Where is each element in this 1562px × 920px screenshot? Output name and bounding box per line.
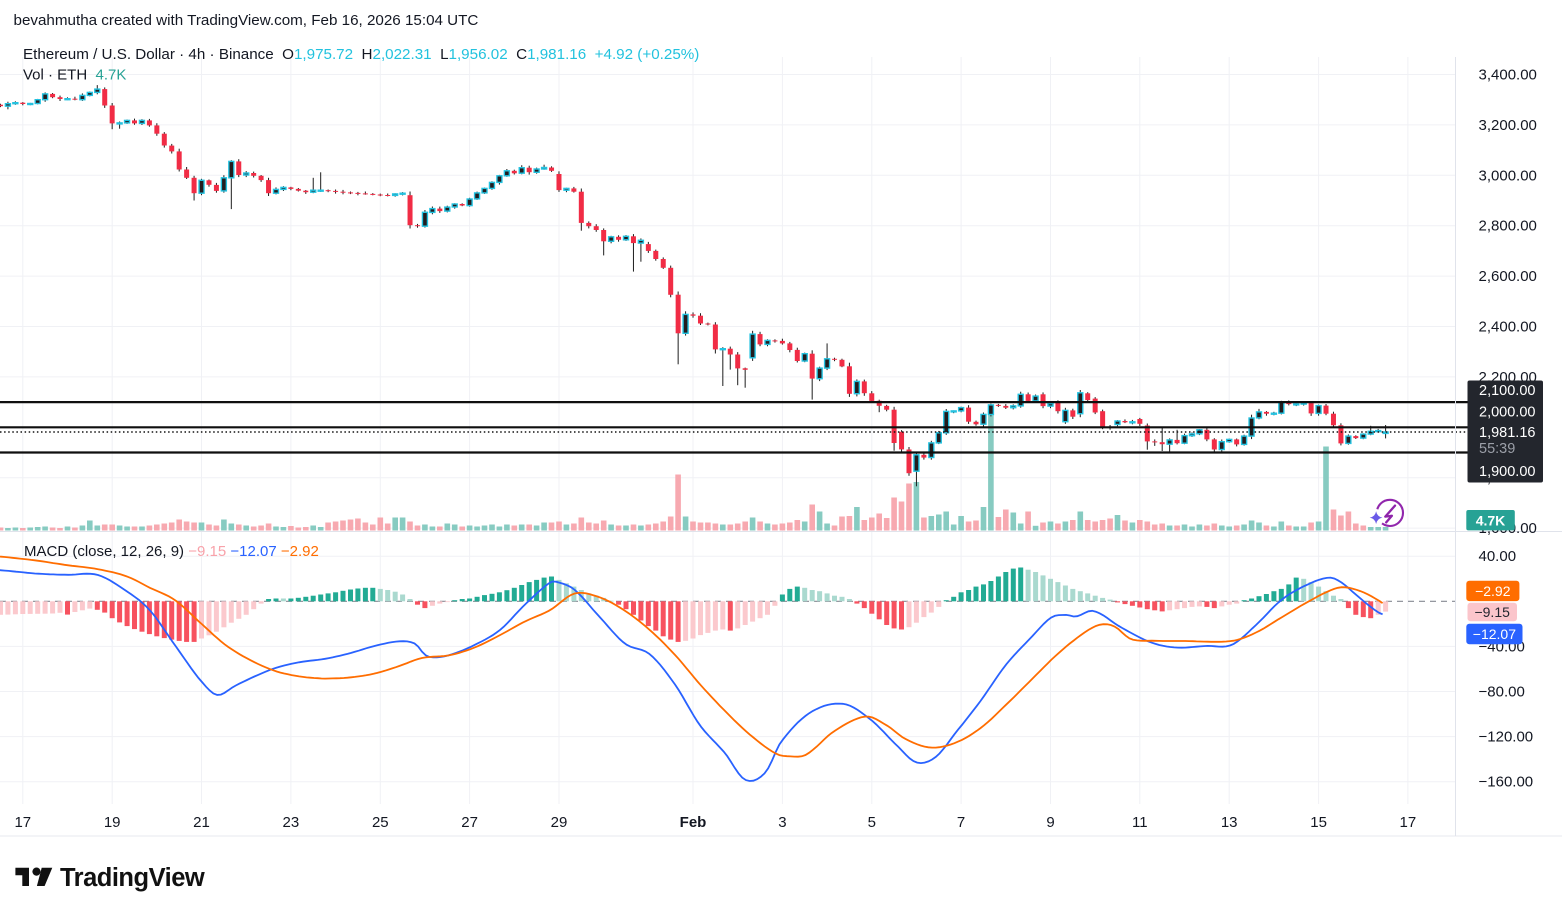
svg-text:2,400.00: 2,400.00 [1479, 319, 1537, 336]
svg-text:21: 21 [193, 814, 210, 831]
svg-text:−120.00: −120.00 [1479, 729, 1534, 746]
svg-text:55:39: 55:39 [1479, 441, 1515, 457]
svg-text:3,200.00: 3,200.00 [1479, 117, 1537, 134]
svg-text:3,400.00: 3,400.00 [1479, 67, 1537, 84]
svg-text:3,000.00: 3,000.00 [1479, 167, 1537, 184]
svg-text:25: 25 [372, 814, 389, 831]
svg-text:MACD (close, 12, 26, 9) −9.15: MACD (close, 12, 26, 9) −9.15 −12.07 −2.… [24, 543, 319, 560]
svg-text:4.7K: 4.7K [1476, 512, 1506, 528]
svg-text:3: 3 [778, 814, 786, 831]
svg-text:17: 17 [1400, 814, 1417, 831]
svg-text:bevahmutha created with Tradin: bevahmutha created with TradingView.com,… [14, 12, 479, 29]
svg-text:40.00: 40.00 [1479, 548, 1517, 565]
svg-text:2,100.00: 2,100.00 [1479, 383, 1535, 399]
svg-text:13: 13 [1221, 814, 1238, 831]
svg-text:19: 19 [104, 814, 121, 831]
svg-text:−80.00: −80.00 [1479, 684, 1525, 701]
svg-text:7: 7 [957, 814, 965, 831]
svg-text:5: 5 [868, 814, 876, 831]
svg-text:−12.07: −12.07 [1473, 626, 1516, 642]
svg-text:−2.92: −2.92 [1475, 583, 1511, 599]
svg-text:1,981.16: 1,981.16 [1479, 425, 1535, 441]
svg-text:27: 27 [461, 814, 478, 831]
svg-text:Ethereum / U.S. Dollar · 4h ·: Ethereum / U.S. Dollar · 4h · Binance O1… [23, 46, 699, 63]
svg-text:2,800.00: 2,800.00 [1479, 218, 1537, 235]
svg-text:1,900.00: 1,900.00 [1479, 464, 1535, 480]
svg-text:Feb: Feb [680, 814, 707, 831]
svg-text:2,000.00: 2,000.00 [1479, 404, 1535, 420]
svg-text:TradingView: TradingView [60, 864, 205, 892]
svg-text:−160.00: −160.00 [1479, 774, 1534, 791]
svg-text:Vol · ETH 4.7K: Vol · ETH 4.7K [23, 67, 126, 84]
svg-text:−9.15: −9.15 [1474, 604, 1510, 620]
svg-text:23: 23 [283, 814, 300, 831]
svg-text:9: 9 [1046, 814, 1054, 831]
svg-text:15: 15 [1310, 814, 1327, 831]
svg-text:11: 11 [1132, 814, 1148, 831]
svg-text:29: 29 [551, 814, 568, 831]
svg-text:2,600.00: 2,600.00 [1479, 268, 1537, 285]
svg-text:17: 17 [14, 814, 31, 831]
